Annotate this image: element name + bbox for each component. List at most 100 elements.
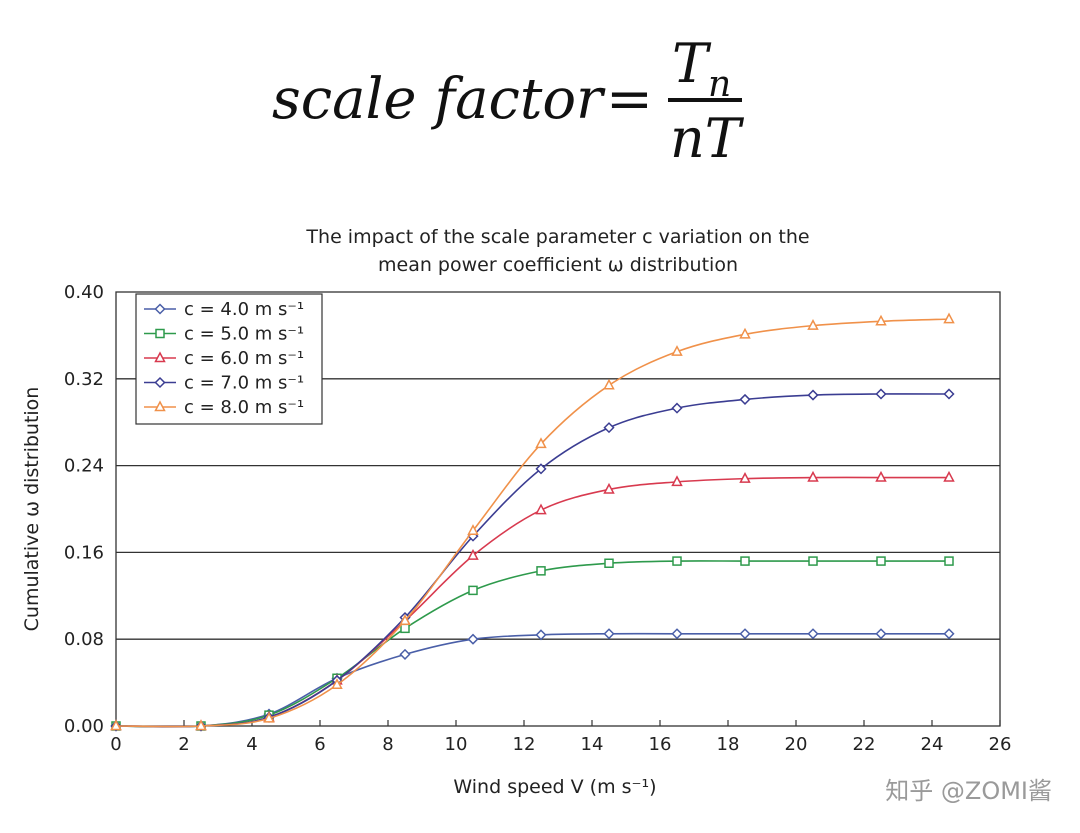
data-point	[671, 628, 683, 640]
series-line	[115, 476, 950, 728]
series-line	[115, 560, 949, 728]
data-point	[536, 566, 546, 576]
data-point	[739, 327, 751, 339]
data-point	[110, 719, 122, 731]
data-point	[875, 470, 887, 482]
data-point	[467, 549, 479, 560]
legend-swatch-marker	[154, 400, 166, 412]
data-point	[603, 482, 615, 494]
data-point	[807, 389, 819, 401]
data-point	[807, 628, 819, 640]
legend-entry: c = 4.0 m s⁻¹	[144, 299, 304, 320]
data-point	[875, 314, 887, 326]
data-point	[943, 470, 955, 482]
data-point	[263, 711, 275, 723]
data-point	[399, 648, 411, 660]
x-tick-label: 12	[513, 734, 536, 755]
x-tick-label: 6	[314, 734, 325, 755]
data-point	[399, 614, 411, 626]
data-point	[331, 678, 343, 690]
data-point	[876, 556, 886, 566]
series-3	[110, 388, 955, 732]
x-tick-label: 2	[178, 734, 189, 755]
x-tick-label: 0	[110, 734, 121, 755]
legend-entry: c = 6.0 m s⁻¹	[144, 348, 304, 369]
chart: The impact of the scale parameter c vari…	[21, 226, 1052, 805]
legend-label: c = 5.0 m s⁻¹	[184, 324, 304, 345]
legend: c = 4.0 m s⁻¹ c = 5.0 m s⁻¹ c = 6.0 m s⁻¹ c…	[135, 293, 323, 425]
formula-numerator: Tn	[672, 32, 731, 105]
data-point	[875, 628, 887, 640]
formula-denominator: nT	[670, 107, 745, 170]
data-point	[535, 503, 547, 515]
data-point	[944, 556, 954, 566]
legend-swatch-marker	[154, 376, 166, 389]
data-point	[535, 629, 547, 641]
x-tick-label: 26	[989, 734, 1012, 755]
data-point	[943, 628, 955, 640]
x-axis-label: Wind speed V (m s⁻¹)	[453, 776, 656, 798]
plot-frame	[115, 291, 1001, 727]
legend-entry: c = 8.0 m s⁻¹	[144, 397, 304, 418]
legend-swatch-marker	[155, 328, 165, 339]
series-line	[115, 632, 949, 728]
data-point	[603, 422, 615, 434]
series-4	[110, 312, 955, 731]
legend-entry: c = 7.0 m s⁻¹	[144, 373, 304, 394]
x-tick-label: 18	[717, 734, 740, 755]
y-tick-label: 0.00	[64, 716, 104, 737]
legend-label: c = 4.0 m s⁻¹	[184, 299, 304, 320]
data-point	[671, 475, 683, 487]
data-point	[671, 345, 683, 356]
legend-label: c = 6.0 m s⁻¹	[184, 348, 304, 369]
formula: scale factor = Tn nT	[272, 32, 745, 170]
data-point	[671, 402, 683, 414]
data-point	[943, 312, 955, 324]
series-lines	[110, 312, 955, 732]
data-point	[604, 558, 614, 568]
data-point	[672, 556, 682, 566]
data-point	[535, 437, 547, 449]
data-point	[467, 524, 479, 535]
y-tick-label: 0.40	[64, 282, 104, 303]
legend-label: c = 8.0 m s⁻¹	[184, 397, 304, 418]
chart-title-line1: The impact of the scale parameter c vari…	[305, 226, 809, 248]
y-tick-label: 0.24	[64, 456, 104, 477]
x-tick-label: 20	[785, 734, 808, 755]
formula-equals: =	[606, 67, 653, 132]
legend-label: c = 7.0 m s⁻¹	[184, 373, 304, 394]
data-point	[603, 378, 615, 390]
series-line	[115, 393, 950, 728]
axis-ticks: 0.000.080.160.240.320.400 2 4 6 8 10 12 14 16 18 2…	[64, 282, 1012, 755]
data-point	[807, 470, 819, 482]
data-point	[740, 556, 750, 566]
legend-box	[135, 293, 323, 425]
y-tick-label: 0.16	[64, 542, 104, 563]
data-point	[739, 393, 751, 405]
chart-title-line2: mean power coefficient ω distribution	[378, 254, 738, 276]
y-axis-label: Cumulative ω distribution	[21, 387, 43, 632]
data-point	[467, 633, 479, 645]
data-point	[943, 388, 955, 400]
data-point	[808, 556, 818, 566]
data-point	[875, 388, 887, 400]
x-tick-label: 8	[382, 734, 393, 755]
x-tick-label: 16	[649, 734, 672, 755]
series-1	[111, 556, 954, 731]
x-tick-label: 4	[246, 734, 257, 755]
formula-numerator-sub: n	[708, 64, 731, 105]
data-point	[195, 719, 207, 731]
data-point	[739, 472, 751, 483]
series-0	[110, 628, 955, 732]
data-point	[603, 628, 615, 640]
data-point	[535, 463, 547, 475]
legend-entry: c = 5.0 m s⁻¹	[144, 324, 304, 345]
data-point	[468, 585, 478, 596]
x-tick-label: 14	[581, 734, 604, 755]
y-tick-label: 0.32	[64, 369, 104, 390]
x-tick-label: 10	[445, 734, 468, 755]
data-point	[739, 628, 751, 640]
watermark: 知乎 @ZOMI酱	[885, 777, 1052, 805]
formula-numerator-base: T	[672, 32, 712, 95]
series-2	[110, 470, 955, 731]
